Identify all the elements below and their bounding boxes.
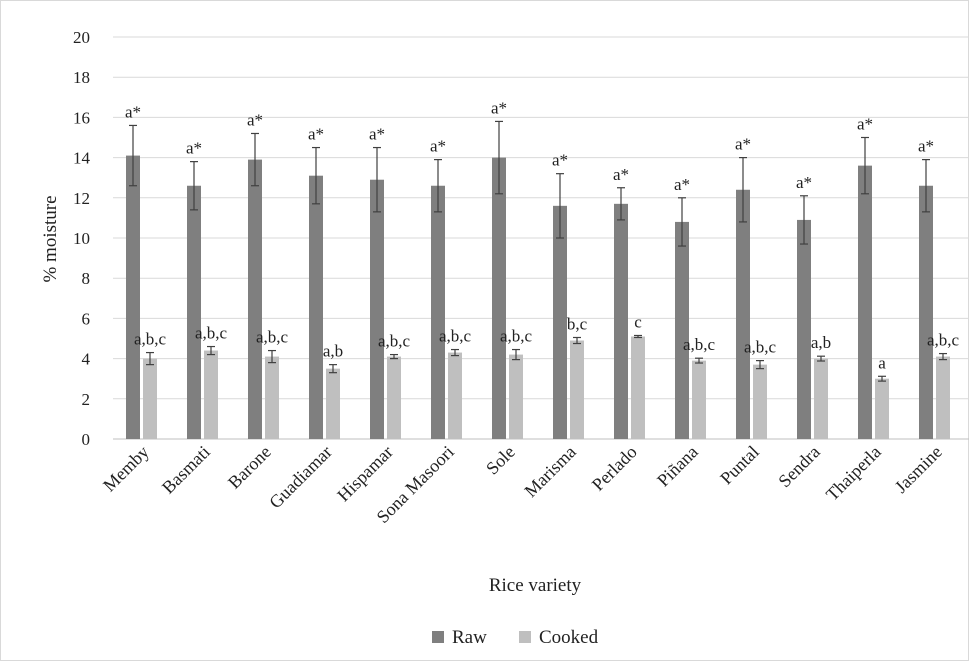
y-tick-label: 6 — [82, 309, 91, 328]
bar-cooked — [875, 378, 889, 439]
x-category-label: Barone — [224, 442, 275, 493]
bar-cooked — [570, 340, 584, 439]
bar-cooked — [326, 368, 340, 439]
significance-letter: a* — [308, 125, 324, 144]
significance-letter: a,b — [323, 342, 343, 361]
y-tick-label: 14 — [73, 149, 91, 168]
significance-letter: a,b,c — [256, 328, 289, 347]
bar-cooked — [814, 358, 828, 439]
significance-letter: c — [634, 312, 642, 331]
bar-raw — [919, 185, 933, 439]
bar-cooked — [936, 356, 950, 439]
y-tick-label: 20 — [73, 28, 90, 47]
bar-raw — [553, 205, 567, 439]
significance-letter: a* — [613, 165, 629, 184]
x-category-label: Thaiperla — [822, 442, 885, 505]
bar-cooked — [265, 356, 279, 439]
y-tick-label: 18 — [73, 68, 90, 87]
significance-letter: a* — [918, 137, 934, 156]
significance-letter: a,b,c — [927, 331, 960, 350]
significance-letter: a* — [735, 135, 751, 154]
bar-cooked — [509, 354, 523, 439]
bar-cooked — [387, 356, 401, 439]
error-bars — [129, 120, 947, 382]
x-category-label: Marisma — [520, 442, 579, 501]
significance-letter: a,b,c — [134, 330, 167, 349]
y-tick-label: 8 — [82, 269, 91, 288]
bar-raw — [370, 179, 384, 439]
x-category-label: Sendra — [774, 442, 823, 491]
significance-letter: a* — [796, 173, 812, 192]
y-tick-label: 2 — [82, 390, 91, 409]
y-axis-title: % moisture — [40, 195, 61, 282]
significance-letter: a,b,c — [500, 327, 533, 346]
significance-letter: a,b,c — [744, 338, 777, 357]
bar-raw — [675, 221, 689, 439]
bar-raw — [248, 159, 262, 440]
y-axis-ticks: 0 2 4 6 8 10 12 14 16 18 20 — [73, 28, 91, 449]
bar-cooked — [753, 364, 767, 439]
x-category-label: Guadiamar — [265, 442, 336, 513]
bar-raw — [797, 219, 811, 439]
significance-letter: a* — [125, 102, 141, 121]
significance-letter: a* — [247, 110, 263, 129]
significance-letter: a,b — [811, 333, 831, 352]
bars — [126, 155, 950, 440]
bar-cooked — [631, 336, 645, 439]
x-axis-title: Rice variety — [489, 575, 582, 596]
legend: Raw Cooked — [432, 627, 599, 648]
significance-letters: a* a,b,c a* a,b,c a* a,b,c a* a,b a* a,b,c a* a,b,c… — [125, 98, 960, 372]
significance-letter: a* — [552, 151, 568, 170]
gridlines — [113, 36, 969, 440]
significance-letter: a,b,c — [439, 327, 472, 346]
bar-raw — [126, 155, 140, 439]
legend-label-raw: Raw — [452, 627, 487, 648]
legend-swatch-raw — [432, 631, 444, 643]
significance-letter: a* — [857, 115, 873, 134]
significance-letter: a* — [674, 175, 690, 194]
bar-raw — [187, 185, 201, 439]
y-tick-label: 4 — [82, 350, 91, 369]
bar-raw — [431, 185, 445, 439]
x-category-label: Hispamar — [333, 442, 397, 506]
x-category-label: Memby — [99, 442, 153, 496]
significance-letter: a,b,c — [378, 332, 411, 351]
bar-raw — [858, 165, 872, 439]
x-category-label: Basmati — [158, 442, 214, 498]
bar-raw — [492, 157, 506, 439]
y-tick-label: 12 — [73, 189, 90, 208]
x-category-label: Sole — [482, 442, 519, 479]
bar-cooked — [204, 350, 218, 439]
x-category-label: Jasmine — [891, 442, 946, 497]
y-tick-label: 0 — [82, 430, 91, 449]
bar-raw — [736, 189, 750, 439]
bar-cooked — [143, 358, 157, 439]
significance-letter: a* — [186, 139, 202, 158]
significance-letter: a* — [491, 98, 507, 117]
y-tick-label: 10 — [73, 229, 90, 248]
x-category-label: Perlado — [588, 442, 641, 495]
significance-letter: a* — [369, 125, 385, 144]
legend-label-cooked: Cooked — [539, 627, 599, 648]
significance-letter: a* — [430, 137, 446, 156]
y-tick-label: 16 — [73, 108, 90, 127]
bar-cooked — [692, 360, 706, 439]
x-category-label: Piñana — [653, 442, 702, 491]
legend-swatch-cooked — [519, 631, 531, 643]
significance-letter: b,c — [567, 314, 588, 333]
bar-raw — [309, 175, 323, 439]
significance-letter: a — [878, 353, 886, 372]
x-axis-categories: Memby Basmati BaroneGuadiamarHispamarSona … — [99, 442, 946, 527]
x-category-label: Puntal — [716, 442, 763, 489]
bar-cooked — [448, 352, 462, 439]
bar-raw — [614, 203, 628, 439]
significance-letter: a,b,c — [683, 335, 716, 354]
significance-letter: a,b,c — [195, 324, 228, 343]
